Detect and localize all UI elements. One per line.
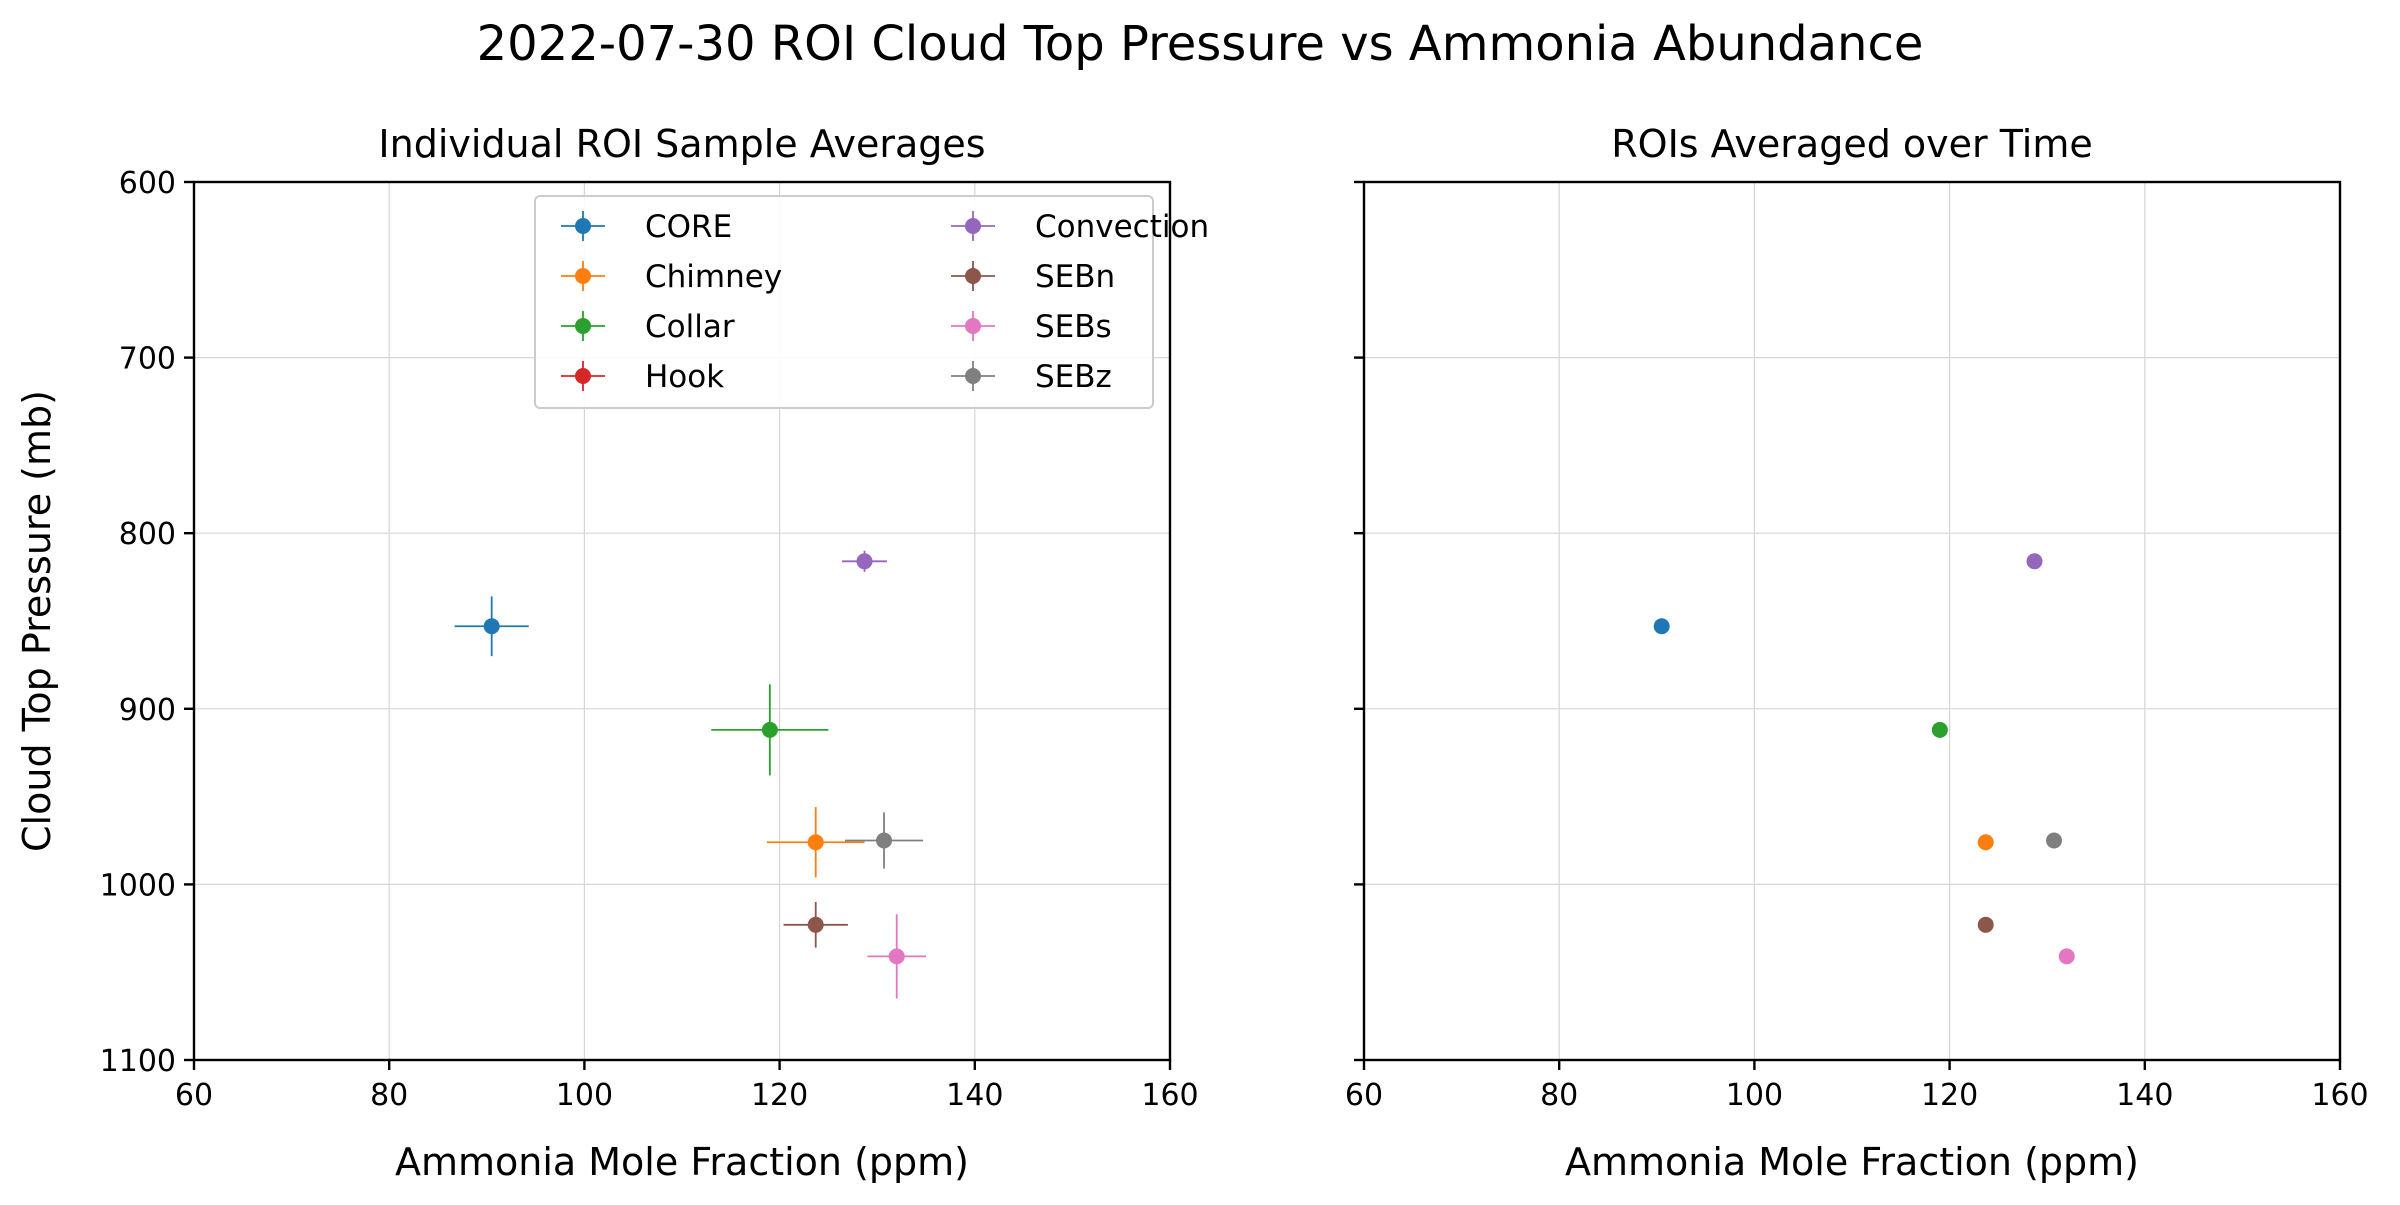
ytick-label-0: 600: [119, 166, 176, 201]
legend-label-convection: Convection: [1035, 209, 1209, 245]
figure-suptitle: 2022-07-30 ROI Cloud Top Pressure vs Amm…: [477, 16, 1924, 72]
point-right-collar: [1931, 721, 1948, 738]
ytick-label-5: 1100: [100, 1044, 176, 1079]
xtick-label-left-2: 100: [556, 1078, 613, 1113]
xtick-label-left-3: 120: [751, 1078, 808, 1113]
legend-marker-sebz: [965, 368, 981, 384]
marker-left-chimney: [807, 834, 824, 851]
panel-title-left: Individual ROI Sample Averages: [378, 122, 985, 166]
legend-item-chimney: Chimney: [561, 259, 782, 295]
point-left-sebz: [844, 812, 924, 869]
point-right-chimney: [1977, 834, 1994, 851]
point-left-sebs: [867, 914, 926, 999]
xtick-label-right-5: 160: [2311, 1078, 2368, 1113]
legend-label-sebz: SEBz: [1035, 359, 1112, 395]
ytick-label-2: 800: [119, 517, 176, 552]
legend-item-sebz: SEBz: [951, 359, 1112, 395]
marker-left-collar: [761, 721, 778, 738]
axes-frame-left: [192, 180, 1172, 1062]
marker-right-sebs: [2058, 948, 2075, 965]
y-axis-label: Cloud Top Pressure (mb): [15, 390, 59, 852]
marker-right-convection: [2026, 553, 2043, 570]
xtick-label-right-0: 60: [1345, 1078, 1383, 1113]
marker-right-collar: [1931, 721, 1948, 738]
panel-averaged-over-time: 60 80 100 120 140 160 ROIs Averaged over Time A…: [1345, 122, 2369, 1184]
marker-right-chimney: [1977, 834, 1994, 851]
legend-item-sebs: SEBs: [951, 309, 1112, 345]
legend-label-sebs: SEBs: [1035, 309, 1112, 345]
point-right-sebs: [2058, 948, 2075, 965]
legend-label-hook: Hook: [645, 359, 724, 395]
point-right-sebn: [1977, 916, 1994, 933]
xtick-label-right-3: 120: [1921, 1078, 1978, 1113]
legend-marker-hook: [575, 368, 591, 384]
xtick-label-left-0: 60: [175, 1078, 213, 1113]
marker-left-sebz: [876, 832, 893, 849]
xtick-label-left-5: 160: [1141, 1078, 1198, 1113]
marker-left-sebs: [888, 948, 905, 965]
xtick-label-left-4: 140: [946, 1078, 1003, 1113]
point-right-convection: [2026, 553, 2043, 570]
point-left-collar: [711, 684, 829, 776]
xtick-label-right-2: 100: [1726, 1078, 1783, 1113]
marker-left-convection: [856, 553, 873, 570]
legend-marker-sebs: [965, 318, 981, 334]
marker-right-sebn: [1977, 916, 1994, 933]
xtick-label-left-1: 80: [370, 1078, 408, 1113]
point-right-sebz: [2046, 832, 2063, 849]
panel-individual-roi: 60 80 100 120 140 160 600 700 800 900 1000 1100 Indi…: [15, 122, 1209, 1184]
ytick-label-4: 1000: [100, 868, 176, 903]
legend-marker-collar: [575, 318, 591, 334]
ytick-label-1: 700: [119, 342, 176, 377]
legend-item-hook: Hook: [561, 359, 724, 395]
legend-item-convection: Convection: [951, 209, 1209, 245]
legend-label-collar: Collar: [645, 309, 735, 345]
legend-box: [534, 195, 1154, 409]
legend-item-sebn: SEBn: [951, 259, 1115, 295]
xtick-label-right-4: 140: [2116, 1078, 2173, 1113]
axes-frame-right: [1362, 180, 2342, 1062]
point-left-sebn: [783, 901, 848, 948]
legend-marker-chimney: [575, 268, 591, 284]
point-left-core: [454, 596, 529, 657]
xtick-label-right-1: 80: [1540, 1078, 1578, 1113]
legend-marker-sebn: [965, 268, 981, 284]
legend-item-collar: Collar: [561, 309, 735, 345]
point-left-chimney: [766, 807, 865, 878]
marker-left-sebn: [807, 916, 824, 933]
marker-right-core: [1653, 618, 1670, 635]
legend-label-sebn: SEBn: [1035, 259, 1115, 295]
legend-item-core: CORE: [561, 209, 732, 245]
point-left-convection: [842, 550, 887, 572]
legend-label-chimney: Chimney: [645, 259, 782, 295]
x-axis-label-left: Ammonia Mole Fraction (ppm): [395, 1140, 969, 1184]
legend-label-core: CORE: [645, 209, 732, 245]
point-right-core: [1653, 618, 1670, 635]
legend-marker-core: [575, 218, 591, 234]
legend: CORE Chimney Collar Hook Convection SEBn SEBs S…: [534, 195, 1209, 409]
legend-marker-convection: [965, 218, 981, 234]
marker-right-sebz: [2046, 832, 2063, 849]
ytick-label-3: 900: [119, 693, 176, 728]
x-axis-label-right: Ammonia Mole Fraction (ppm): [1565, 1140, 2139, 1184]
marker-left-core: [483, 618, 500, 635]
panel-title-right: ROIs Averaged over Time: [1611, 122, 2092, 166]
